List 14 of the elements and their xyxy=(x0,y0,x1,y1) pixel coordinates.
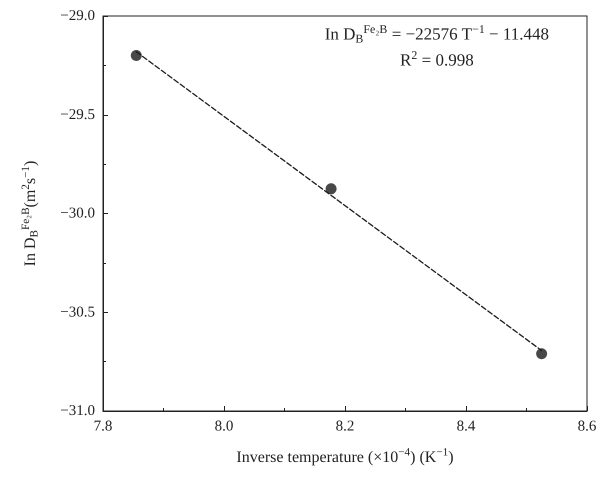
x-tick-label: 8.4 xyxy=(456,418,476,434)
y-tick-label: −29.0 xyxy=(60,8,95,24)
point xyxy=(536,348,548,360)
y-tick-label: −31.0 xyxy=(60,403,95,419)
x-tick-label: 8.0 xyxy=(214,418,234,434)
y-tick-label: −30.5 xyxy=(60,304,95,320)
y-tick-label: −29.5 xyxy=(60,106,95,123)
x-tick-label: 8.6 xyxy=(578,418,597,434)
y-axis-title: In DBFe₂B(m2s−1) xyxy=(20,160,41,266)
point xyxy=(326,183,337,194)
y-tick-label: −30.0 xyxy=(60,206,95,222)
x-tick-label: 7.8 xyxy=(94,418,112,434)
point xyxy=(130,50,142,61)
x-tick-label: 8.2 xyxy=(336,418,354,434)
